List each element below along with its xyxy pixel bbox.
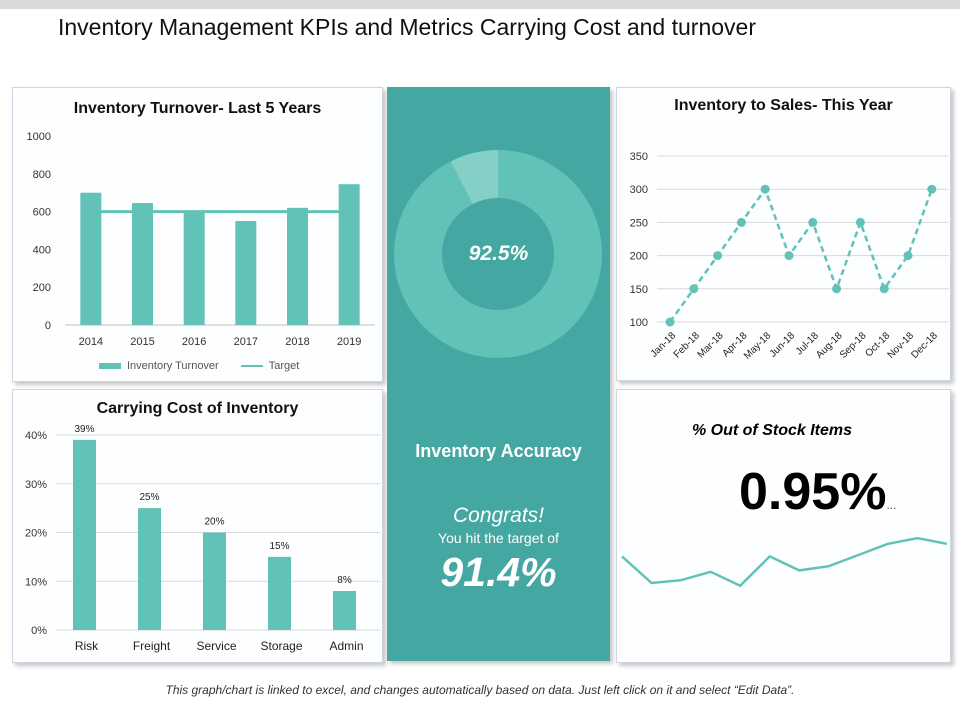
carrying-panel[interactable]: Carrying Cost of Inventory 0% 10% 20% 30% 40… — [12, 389, 383, 663]
y-tick-label: 0% — [31, 625, 47, 637]
data-label: 15% — [269, 541, 289, 552]
y-tick-label: 0 — [45, 320, 51, 332]
sales-point — [784, 251, 794, 261]
y-tick-label: 150 — [630, 284, 648, 296]
donut-slice-accurate — [394, 150, 603, 358]
x-tick-label: 2015 — [130, 336, 154, 348]
target-text: You hit the target of — [438, 530, 559, 546]
y-tick-label: 20% — [25, 528, 47, 540]
y-tick-label: 100 — [630, 317, 648, 329]
target-value: 91.4% — [440, 549, 557, 595]
data-label: 39% — [74, 424, 94, 435]
out-of-stock-value: 0.95%... — [739, 462, 896, 522]
y-tick-label: 1000 — [27, 131, 51, 143]
accuracy-donut[interactable] — [387, 87, 610, 387]
out-of-stock-panel[interactable]: % Out of Stock Items 0.95%... — [616, 389, 951, 663]
turnover-panel[interactable]: Inventory Turnover- Last 5 Years 0 200 400… — [12, 87, 383, 382]
sales-point — [927, 184, 937, 194]
turnover-bar — [338, 184, 360, 325]
y-tick-label: 400 — [33, 244, 51, 256]
x-tick-label: 2019 — [337, 336, 361, 348]
x-tick-label: 2016 — [182, 336, 206, 348]
sales-point — [879, 284, 889, 294]
y-tick-label: 350 — [630, 151, 648, 163]
data-label: 25% — [139, 492, 159, 503]
footer-note: This graph/chart is linked to excel, and… — [165, 683, 795, 697]
x-tick-label: Freight — [133, 639, 171, 653]
sales-point — [808, 217, 818, 227]
legend-turnover-label: Inventory Turnover — [127, 360, 219, 372]
turnover-bar — [183, 210, 205, 325]
legend-target-label: Target — [268, 360, 300, 372]
sales-point — [689, 284, 699, 294]
x-tick-label: Service — [196, 639, 236, 653]
y-tick-label: 30% — [25, 479, 47, 491]
x-tick-label: Sep-18 — [838, 330, 869, 361]
carrying-bar — [333, 591, 356, 630]
data-label: 20% — [204, 517, 224, 528]
y-tick-label: 600 — [33, 207, 51, 219]
x-tick-label: Storage — [260, 639, 302, 653]
y-tick-label: 250 — [630, 217, 648, 229]
y-tick-label: 200 — [33, 282, 51, 294]
turnover-bar — [287, 207, 308, 325]
sales-point — [760, 184, 770, 194]
y-tick-label: 200 — [630, 251, 648, 263]
sales-point — [855, 217, 865, 227]
stock-trend-line — [621, 536, 948, 588]
x-tick-label: Mar-18 — [696, 330, 726, 360]
stock-trend-chart[interactable] — [617, 390, 950, 662]
donut-slice-inaccurate — [450, 150, 498, 205]
congrats-text: Congrats! — [452, 504, 545, 527]
y-tick-label: 300 — [630, 184, 648, 196]
legend-line-swatch — [240, 365, 263, 367]
out-of-stock-number: 0.95% — [739, 463, 887, 521]
turnover-bar — [132, 203, 153, 325]
inv-sales-panel[interactable]: Inventory to Sales- This Year 100 150 200 2… — [616, 87, 951, 381]
sales-line — [668, 186, 933, 323]
turnover-bar — [235, 221, 257, 325]
accuracy-title: Inventory Accuracy — [415, 441, 582, 461]
turnover-bar — [80, 192, 102, 325]
sales-point — [736, 217, 746, 227]
y-tick-label: 40% — [25, 430, 47, 442]
x-tick-label: 2018 — [285, 336, 309, 348]
sales-point — [713, 251, 723, 261]
data-label: 8% — [337, 575, 352, 586]
x-tick-label: Admin — [329, 639, 363, 653]
turnover-chart[interactable]: 0 200 400 600 800 1000 2014 2015 2016 2017 2018 201… — [13, 88, 382, 381]
sales-point — [903, 251, 913, 261]
accuracy-panel[interactable]: 92.5% Inventory Accuracy Congrats! You h… — [387, 87, 610, 661]
legend-bar-swatch — [99, 363, 121, 369]
turnover-legend: Inventory Turnover Target — [99, 360, 299, 372]
carrying-bar — [73, 439, 96, 630]
x-tick-label: Dec-18 — [909, 330, 940, 361]
carrying-bar — [138, 508, 161, 630]
turnover-title: Inventory Turnover- Last 5 Years — [73, 100, 322, 117]
carrying-bar — [268, 556, 291, 630]
x-tick-label: Risk — [75, 639, 99, 653]
x-tick-label: 2017 — [234, 336, 258, 348]
inv-sales-chart[interactable]: 100150200250300350Jan-18Feb-18Mar-18Apr-… — [617, 88, 950, 380]
sales-point — [665, 317, 675, 327]
x-tick-label: 2014 — [79, 336, 103, 348]
carrying-bar — [203, 532, 226, 630]
top-accent-bar — [0, 0, 960, 9]
sales-point — [832, 284, 842, 294]
carrying-chart[interactable]: 0% 10% 20% 30% 40% 39% Risk 25% Freight 20% Servic… — [13, 390, 382, 662]
inv-sales-title: Inventory to Sales- This Year — [674, 97, 893, 114]
x-tick-label: Jun-18 — [768, 330, 798, 360]
carrying-title: Carrying Cost of Inventory — [96, 400, 299, 417]
donut-label: 92.5% — [468, 242, 529, 265]
out-of-stock-ellipsis: ... — [886, 498, 897, 512]
out-of-stock-title: % Out of Stock Items — [691, 422, 853, 439]
y-tick-label: 800 — [33, 169, 51, 181]
y-tick-label: 10% — [25, 576, 47, 588]
x-tick-label: May-18 — [742, 330, 774, 362]
page-title: Inventory Management KPIs and Metrics Ca… — [58, 14, 756, 40]
